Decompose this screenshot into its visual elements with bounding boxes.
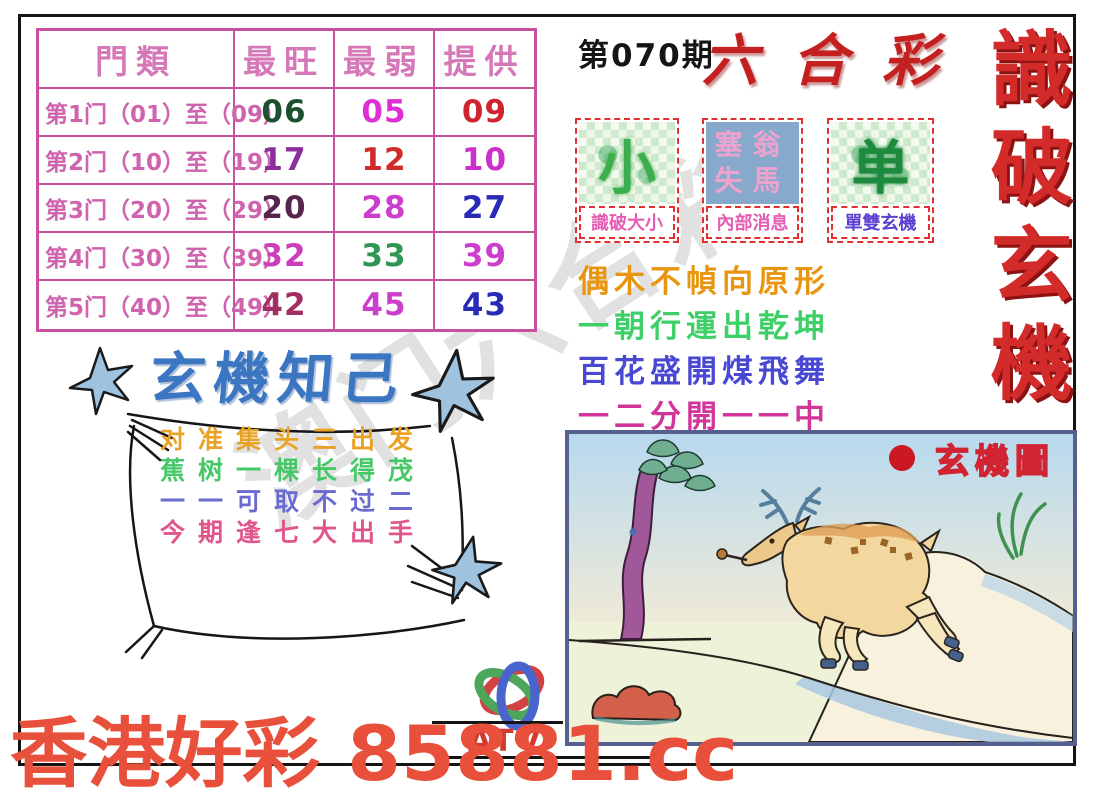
grass-tuft xyxy=(996,492,1047,560)
banner-cloth-drawing xyxy=(68,346,503,660)
tip-box-size: 小 識破大小 xyxy=(575,118,679,243)
divider-line xyxy=(440,756,652,759)
table-header-weakest: 最弱 xyxy=(335,31,435,89)
tip-box-insider: 塞翁 失馬 內部消息 xyxy=(702,118,803,243)
banner-poem-line: 对准集头三出发 xyxy=(160,425,427,454)
table-row-label: 第3门（20）至（29） xyxy=(39,185,286,233)
sun-icon xyxy=(889,445,915,471)
tip-box-mosaic-image: 小 xyxy=(579,122,675,204)
deer-eye xyxy=(769,538,775,544)
deer-hooves xyxy=(820,635,964,671)
banner-poem-line: 蕉树一棵长得茂 xyxy=(160,456,427,485)
banner-poem-line: 一一可取不过二 xyxy=(160,487,427,516)
table-cell-value: 43 xyxy=(461,287,508,323)
riddle-poem-line: 一二分開一一中 xyxy=(578,399,830,435)
banner-poem-line: 今期逢七大出手 xyxy=(160,518,427,547)
table-cell-value: 09 xyxy=(435,89,534,137)
riddle-poem-line: 一朝行運出乾坤 xyxy=(578,309,830,345)
mystery-picture-drawing: 玄機圖 xyxy=(568,434,1074,743)
bird-icon xyxy=(68,346,503,605)
tip-box-glyph-bottom: 失馬 xyxy=(714,164,791,197)
tip-box-label: 識破大小 xyxy=(579,206,675,239)
table-cell-value: 42 xyxy=(235,281,335,329)
table-cell-value: 10 xyxy=(435,137,534,185)
tip-box-label: 單雙玄機 xyxy=(831,206,930,239)
tip-box-mosaic-image: 单 xyxy=(831,122,930,204)
divider-line xyxy=(432,721,563,724)
table-cell-value: 32 xyxy=(235,233,335,281)
tip-box-image: 塞翁 失馬 xyxy=(706,122,799,204)
issue-number: 第070期 xyxy=(578,38,715,74)
atv-logo-text: ATV xyxy=(468,724,545,759)
table-cell-value: 28 xyxy=(335,185,435,233)
riddle-poem-line: 偶木不幀向原形 xyxy=(578,264,830,300)
table-row-label: 第5门（40）至（49） xyxy=(39,281,286,329)
table-cell-value: 06 xyxy=(235,89,335,137)
table-cell-value: 12 xyxy=(335,137,435,185)
table-cell-value: 27 xyxy=(435,185,534,233)
deer-spots xyxy=(824,536,913,561)
riddle-poem-line: 百花盛開煤飛舞 xyxy=(578,354,830,390)
table-cell-value: 33 xyxy=(335,233,435,281)
table-cell-value: 39 xyxy=(435,233,534,281)
tree xyxy=(619,439,716,640)
deer-tail xyxy=(919,528,942,553)
deer xyxy=(716,487,964,671)
mystery-picture-frame: 玄機圖 xyxy=(565,430,1077,746)
brand-title: 六合彩 xyxy=(702,29,972,94)
tip-box-glyph: 小 xyxy=(597,134,656,202)
hill-shadow xyxy=(981,574,1073,632)
table-header-provide: 提供 xyxy=(435,31,534,89)
table-row-label: 第1门（01）至（09） xyxy=(39,89,286,137)
table-row-label: 第4门（30）至（39） xyxy=(39,233,286,281)
picture-label: 玄機圖 xyxy=(935,442,1055,482)
table-row-label: 第2门（10）至（19） xyxy=(39,137,286,185)
banner-title: 玄機知己 xyxy=(146,347,409,412)
deer-saddle xyxy=(799,523,919,543)
table-header-hottest: 最旺 xyxy=(235,31,335,89)
table-cell-value: 05 xyxy=(335,89,435,137)
slope-line xyxy=(568,639,1074,739)
deer-legs xyxy=(818,595,961,667)
tip-box-glyph-top: 塞翁 xyxy=(714,128,791,161)
atv-logo-icon xyxy=(474,661,545,731)
table-header-category: 門類 xyxy=(39,31,235,89)
tip-box-odd-even: 单 單雙玄機 xyxy=(827,118,934,243)
tree-leaves xyxy=(638,439,716,492)
deer-ear xyxy=(793,514,812,535)
vertical-slogan: 識破玄機 xyxy=(976,26,1072,418)
rocks xyxy=(591,685,682,726)
tip-box-label: 內部消息 xyxy=(706,206,799,239)
ground-line xyxy=(578,637,712,643)
deer-antlers xyxy=(759,487,821,525)
table-cell-value: 17 xyxy=(235,137,335,185)
tip-box-glyph: 单 xyxy=(851,134,910,202)
tip-box-glyph: 塞翁 失馬 xyxy=(714,127,790,199)
table-cell-value: 45 xyxy=(335,281,435,329)
site-banner-text: 香港好彩 85881.cc xyxy=(10,709,739,798)
door-stats-table: 門類 最旺 最弱 提供 第1门（01）至（09） 06 05 09 第2门（10… xyxy=(36,28,537,332)
banner-poem: 对准集头三出发 蕉树一棵长得茂 一一可取不过二 今期逢七大出手 xyxy=(160,424,426,548)
table-cell-value: 20 xyxy=(235,185,335,233)
